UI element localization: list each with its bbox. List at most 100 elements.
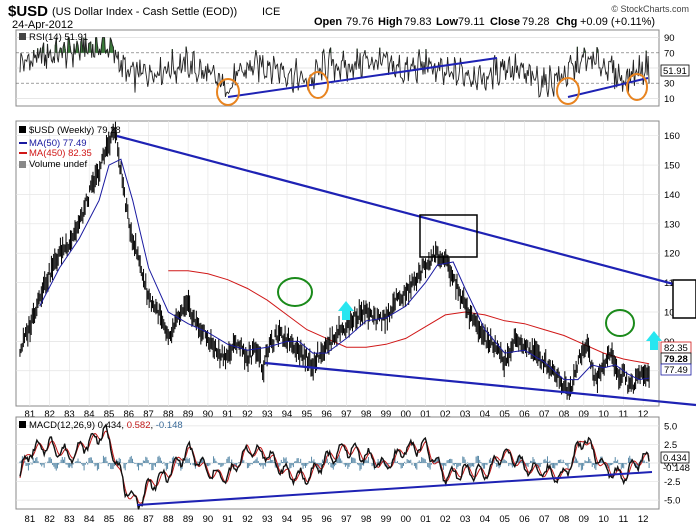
macd-signal-line xyxy=(19,430,650,504)
channel-lower-line xyxy=(264,361,696,407)
rsi-ytick-4: 90 xyxy=(664,33,675,44)
macd-xtick-14: 95 xyxy=(302,514,313,525)
cyan-up-arrow-2-shape xyxy=(646,331,662,350)
macd-xtick-23: 04 xyxy=(480,514,491,525)
channel-upper-line xyxy=(116,134,696,292)
low-value: 79.11 xyxy=(458,16,485,28)
price-xtick-0: 81 xyxy=(25,409,36,420)
macd-xtick-21: 02 xyxy=(440,514,451,525)
price-xtick-20: 01 xyxy=(420,409,431,420)
price-ytick-4: 120 xyxy=(664,249,680,260)
macd-line xyxy=(19,423,650,510)
price-xtick-18: 99 xyxy=(381,409,392,420)
open-label: Open xyxy=(314,16,342,28)
macd-xtick-15: 96 xyxy=(321,514,332,525)
cyan-up-arrow-1-shape xyxy=(338,301,354,320)
macd-current-label-2: -0.148 xyxy=(663,463,690,474)
price-xtick-23: 04 xyxy=(480,409,491,420)
macd-xtick-5: 86 xyxy=(123,514,134,525)
cyan-up-arrow-1 xyxy=(338,301,354,320)
rsi-circle-3 xyxy=(556,77,580,105)
price-xtick-30: 11 xyxy=(618,409,628,420)
macd-current-box xyxy=(660,451,690,464)
price-xtick-22: 03 xyxy=(460,409,471,420)
macd-legend-swatch xyxy=(19,421,26,428)
price-xtick-7: 88 xyxy=(163,409,174,420)
ma450-current-label: 82.35 xyxy=(664,343,688,354)
macd-xtick-13: 94 xyxy=(282,514,293,525)
macd-panel: -5.0 -2.5 0.0 2.5 5.0 MACD(12,26,9) 0.434, 0… xyxy=(15,416,690,525)
macd-xtick-7: 88 xyxy=(163,514,174,525)
price-ytick-8: 160 xyxy=(664,131,680,142)
price-current-label: 79.28 xyxy=(664,354,688,365)
rsi-circle-4 xyxy=(626,73,648,101)
macd-y-ticks: -5.0 -2.5 0.0 2.5 5.0 xyxy=(664,421,680,506)
price-xtick-15: 96 xyxy=(321,409,332,420)
macd-xtick-2: 83 xyxy=(64,514,75,525)
price-xtick-1: 82 xyxy=(44,409,55,420)
rsi-trendline-2 xyxy=(567,77,649,98)
rsi-current-label: 51.91 xyxy=(663,66,687,77)
macd-legend-v1: 0.434 xyxy=(98,420,122,431)
high-label: High xyxy=(378,16,403,28)
macd-legend-label: MACD(12,26,9) xyxy=(29,420,95,431)
rsi-ytick-0: 10 xyxy=(664,94,675,105)
price-xtick-21: 02 xyxy=(440,409,451,420)
macd-ytick-0: -5.0 xyxy=(664,496,680,507)
rsi-panel: 1030507090 51.91 RSI(14) 51.91 xyxy=(15,29,690,107)
rsi-circle-1 xyxy=(216,78,240,106)
close-label: Close xyxy=(490,16,520,28)
low-label: Low xyxy=(436,16,458,28)
macd-ytick-3: 2.5 xyxy=(664,440,677,451)
price-legend-swatch-0 xyxy=(19,126,26,133)
price-xtick-4: 85 xyxy=(104,409,115,420)
rsi-ytick-3: 70 xyxy=(664,48,675,59)
price-xtick-13: 94 xyxy=(282,409,293,420)
close-value: 79.28 xyxy=(522,16,550,28)
price-bars xyxy=(19,121,650,400)
macd-xtick-10: 91 xyxy=(222,514,233,525)
macd-xtick-0: 81 xyxy=(25,514,36,525)
price-legend-2: MA(450) 82.35 xyxy=(29,148,92,159)
price-xtick-31: 12 xyxy=(638,409,649,420)
symbol-label: $USD xyxy=(8,3,48,20)
price-xtick-27: 08 xyxy=(559,409,570,420)
rsi-current-box xyxy=(660,64,690,77)
price-ytick-6: 140 xyxy=(664,190,680,201)
price-xtick-29: 10 xyxy=(598,409,609,420)
price-xtick-28: 09 xyxy=(579,409,590,420)
chg-value: +0.09 (+0.11%) xyxy=(580,16,655,28)
price-y-ticks: 8090100110120130140150160 xyxy=(664,131,680,377)
macd-ytick-2: 0.0 xyxy=(664,459,677,470)
price-xtick-5: 86 xyxy=(123,409,134,420)
price-xtick-24: 05 xyxy=(499,409,510,420)
rsi-trendline-1 xyxy=(227,57,498,98)
ma50-line xyxy=(39,158,650,381)
price-legend-swatch-3 xyxy=(19,161,26,168)
price-xtick-14: 95 xyxy=(302,409,313,420)
price-legend: $USD (Weekly) 79.28 MA(50) 77.49 MA(450)… xyxy=(19,125,121,170)
high-value: 79.83 xyxy=(404,16,432,28)
macd-xtick-24: 05 xyxy=(499,514,510,525)
price-xtick-19: 00 xyxy=(400,409,411,420)
price-legend-1: MA(50) 77.49 xyxy=(29,138,87,149)
macd-xtick-11: 92 xyxy=(242,514,253,525)
macd-xtick-25: 06 xyxy=(519,514,530,525)
rsi-circle-2 xyxy=(307,71,329,99)
macd-xtick-28: 09 xyxy=(579,514,590,525)
macd-xtick-3: 84 xyxy=(84,514,95,525)
macd-xtick-17: 98 xyxy=(361,514,372,525)
macd-xtick-20: 01 xyxy=(420,514,431,525)
rsi-legend: RSI(14) 51.91 xyxy=(29,32,88,43)
price-xtick-9: 90 xyxy=(203,409,214,420)
ma450-line xyxy=(168,270,650,365)
price-legend-0: $USD (Weekly) 79.28 xyxy=(29,125,121,136)
ma50-current-box xyxy=(660,363,692,376)
macd-xtick-29: 10 xyxy=(598,514,609,525)
rsi-legend-swatch xyxy=(19,33,26,40)
exchange-label: ICE xyxy=(262,6,280,18)
macd-xtick-31: 12 xyxy=(638,514,649,525)
macd-xtick-12: 93 xyxy=(262,514,273,525)
macd-xtick-22: 03 xyxy=(460,514,471,525)
macd-xtick-19: 00 xyxy=(400,514,411,525)
